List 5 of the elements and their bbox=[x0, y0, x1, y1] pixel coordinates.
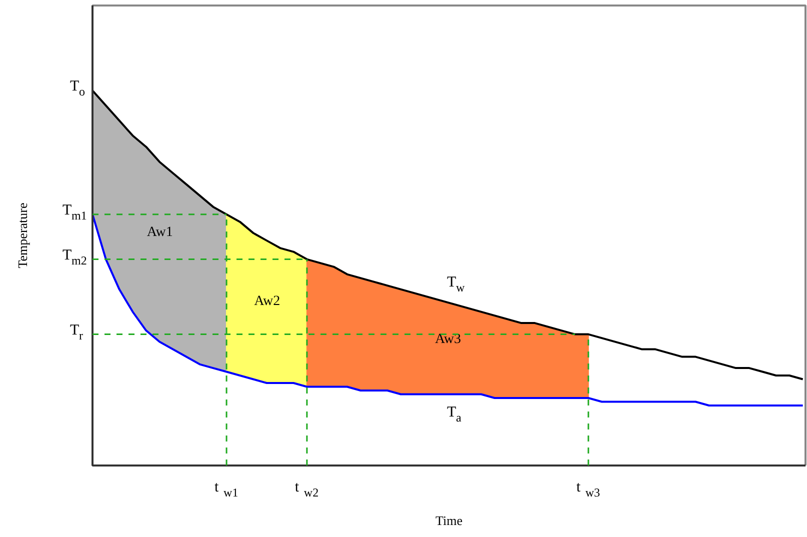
series-label: Aw3 bbox=[435, 332, 461, 347]
y-axis-title: Temperature bbox=[15, 202, 30, 268]
series-label: Aw2 bbox=[254, 294, 280, 309]
series-label: Aw1 bbox=[146, 225, 173, 240]
x-axis-title: Time bbox=[436, 513, 463, 528]
